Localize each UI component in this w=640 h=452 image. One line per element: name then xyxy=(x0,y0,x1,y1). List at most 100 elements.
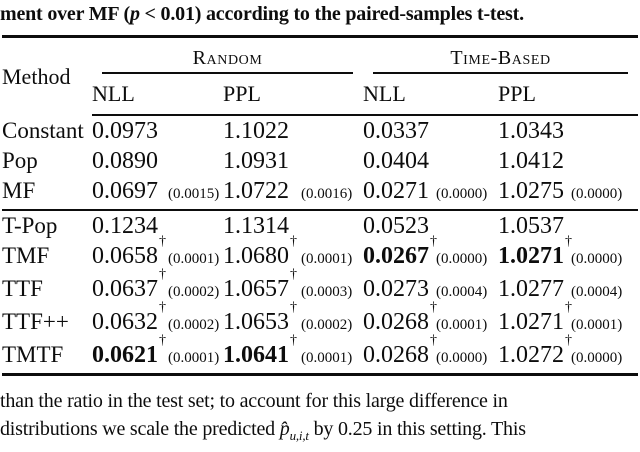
value-cell: 0.0273 xyxy=(363,276,430,302)
std-cell xyxy=(168,210,223,241)
header-random-nll: NLL xyxy=(92,74,223,116)
body-line-1: than the ratio in the test set; to accou… xyxy=(0,390,508,412)
value-cell: 0.0658† xyxy=(92,234,166,270)
table-row-t-pop: T-Pop 0.1234 1.1314 0.0523 1.0537 xyxy=(2,210,638,241)
std-cell: (0.0001) xyxy=(168,251,220,267)
std-cell: (0.0000) xyxy=(571,251,623,267)
body-paragraph: than the ratio in the test set; to accou… xyxy=(0,387,640,450)
value-cell: 0.0890 xyxy=(92,148,158,174)
value-cell: 1.1314 xyxy=(223,213,289,239)
std-cell xyxy=(436,115,498,146)
std-cell: (0.0001) xyxy=(301,340,364,376)
value-cell: 1.0537 xyxy=(498,213,565,239)
std-cell xyxy=(301,115,363,146)
table-row-tmf: TMF 0.0658† (0.0001) 1.0680† (0.0001) 0.… xyxy=(2,234,638,274)
std-cell xyxy=(168,115,223,146)
value-cell: 1.0271† xyxy=(498,300,573,336)
std-cell: (0.0015) xyxy=(168,176,223,211)
caption-suffix: < 0.01) according to the paired-samples … xyxy=(139,3,525,25)
table-row-tmtf: TMTF 0.0621† (0.0001) 1.0641† (0.0001) 0… xyxy=(2,334,639,376)
value-cell: 0.0632† xyxy=(92,300,166,336)
value-cell: 0.1234 xyxy=(92,213,158,239)
value-cell: 1.0931 xyxy=(223,148,289,174)
value-cell: 0.0268† xyxy=(363,334,437,376)
header-time-ppl: PPL xyxy=(498,74,639,116)
std-cell xyxy=(436,210,498,241)
header-time-nll: NLL xyxy=(363,74,499,116)
group-header-time-based: Time-Based xyxy=(363,37,638,74)
std-cell: (0.0000) xyxy=(571,340,639,376)
value-cell: 1.0343 xyxy=(498,118,565,144)
std-cell: (0.0004) xyxy=(571,284,623,300)
table-row-mf: MF 0.0697 (0.0015) 1.0722 (0.0016) 0.027… xyxy=(2,176,639,211)
header-random-ppl: PPL xyxy=(223,74,364,116)
results-table: Method Random Time-Based NLL PPL NLL PPL… xyxy=(2,35,639,376)
table-row-pop: Pop 0.0890 1.0931 0.0404 1.0412 xyxy=(2,146,638,176)
value-cell: 1.1022 xyxy=(223,118,289,144)
value-cell: 1.0275 xyxy=(498,176,572,211)
value-cell: 0.0621† xyxy=(92,334,168,376)
value-cell: 0.0337 xyxy=(363,118,430,144)
std-cell: (0.0016) xyxy=(301,176,364,211)
std-cell: (0.0000) xyxy=(436,176,499,211)
value-cell: 1.0277 xyxy=(498,276,565,302)
method-name: TMF xyxy=(2,243,50,268)
cmidrule-random xyxy=(102,72,354,74)
value-cell: 1.0271† xyxy=(498,234,573,270)
value-cell: 0.0697 xyxy=(92,176,168,211)
table-row-ttf-plus-plus: TTF++ 0.0632† (0.0002) 1.0653† (0.0002) … xyxy=(2,300,638,340)
math-subscript: u,i,t xyxy=(289,428,309,443)
method-name: TMTF xyxy=(2,340,92,376)
table-row-ttf: TTF 0.0637† (0.0002) 1.0657† (0.0003) 0.… xyxy=(2,267,638,307)
std-cell: (0.0001) xyxy=(301,251,353,267)
std-cell: (0.0002) xyxy=(168,317,220,333)
value-cell: 1.0722 xyxy=(223,176,301,211)
std-cell: (0.0001) xyxy=(436,317,488,333)
method-name: TTF xyxy=(2,276,43,301)
value-cell: 1.0272† xyxy=(498,334,572,376)
table-caption: ment over MF (p < 0.01) according to the… xyxy=(0,3,640,26)
std-cell xyxy=(301,146,363,176)
value-cell: 1.0412 xyxy=(498,148,565,174)
value-cell: 0.0271 xyxy=(363,176,437,211)
value-cell: 0.0523 xyxy=(363,213,430,239)
value-cell: 0.0637† xyxy=(92,267,166,303)
std-cell: (0.0004) xyxy=(436,284,488,300)
std-cell: (0.0001) xyxy=(168,340,223,376)
std-cell: (0.0000) xyxy=(436,251,488,267)
value-cell: 0.0268† xyxy=(363,300,438,336)
body-line-2-pre: distributions we scale the predicted xyxy=(0,418,280,440)
value-cell: 1.0641† xyxy=(223,334,301,376)
group-header-row: Method Random Time-Based xyxy=(2,37,638,89)
std-cell xyxy=(571,146,638,176)
std-cell: (0.0002) xyxy=(168,284,220,300)
caption-math-p: p xyxy=(129,3,140,25)
std-cell xyxy=(571,210,638,241)
std-cell xyxy=(301,210,363,241)
method-name: MF xyxy=(2,176,92,211)
value-cell: 1.0680† xyxy=(223,234,297,270)
caption-prefix: ment over MF ( xyxy=(0,3,130,25)
std-cell: (0.0000) xyxy=(436,340,499,376)
value-cell: 1.0657† xyxy=(223,267,297,303)
std-cell: (0.0000) xyxy=(571,176,639,211)
std-cell xyxy=(436,146,498,176)
value-cell: 0.0973 xyxy=(92,118,158,144)
table-row-constant: Constant 0.0973 1.1022 0.0337 1.0343 xyxy=(2,115,638,146)
method-column-header: Method xyxy=(2,63,71,89)
std-cell: (0.0003) xyxy=(301,284,353,300)
std-cell: (0.0002) xyxy=(301,317,353,333)
method-name: TTF++ xyxy=(2,309,69,334)
std-cell xyxy=(168,146,223,176)
method-name: T-Pop xyxy=(2,213,58,238)
method-name: Pop xyxy=(2,148,38,173)
value-cell: 0.0404 xyxy=(363,148,430,174)
group-header-random: Random xyxy=(92,37,363,74)
table-header: Method Random Time-Based NLL PPL NLL PPL xyxy=(2,37,639,116)
method-name: Constant xyxy=(2,118,84,143)
value-cell: 0.0267† xyxy=(363,234,438,270)
group-label-random: Random xyxy=(192,47,263,69)
body-line-2: distributions we scale the predicted p̂u… xyxy=(0,415,640,450)
std-cell: (0.0001) xyxy=(571,317,623,333)
